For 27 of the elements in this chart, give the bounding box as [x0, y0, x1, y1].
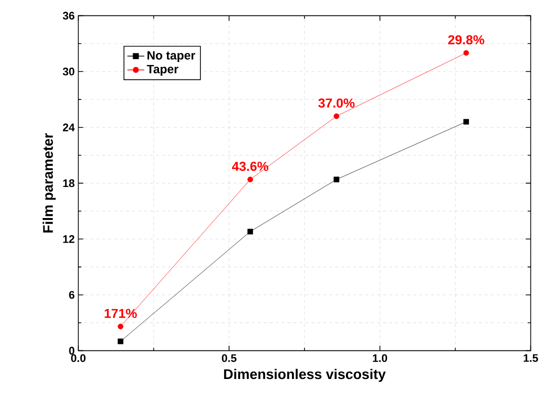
legend-label: Taper — [146, 64, 178, 76]
annotation: 171% — [104, 308, 137, 318]
point — [463, 118, 469, 125]
y-tick-label: 30 — [62, 68, 74, 76]
x-tick-label: 1.0 — [372, 354, 388, 362]
y-tick-label: 0 — [69, 346, 74, 355]
point — [247, 228, 254, 234]
y-axis-title: Film parameter — [42, 133, 56, 232]
x-tick-label: 1.5 — [524, 354, 538, 362]
y-tick-label: 36 — [62, 12, 74, 20]
y-tick-label: 12 — [63, 235, 74, 243]
point — [334, 113, 340, 119]
x-axis-title: Dimensionless viscosity — [224, 368, 386, 382]
point — [463, 50, 469, 56]
annotation: 29.8% — [448, 35, 484, 44]
y-tick-label: 24 — [62, 124, 75, 132]
legend-label: No taper — [148, 51, 196, 62]
y-tick-label: 6 — [69, 290, 74, 299]
y-tick-label: 18 — [63, 179, 74, 188]
point — [334, 176, 340, 182]
annotation: 43.6% — [232, 162, 268, 171]
x-tick-label: 0.0 — [71, 354, 86, 362]
x-tick-label: 0.5 — [222, 354, 236, 362]
annotation: 37.0% — [318, 98, 355, 108]
point — [118, 324, 124, 330]
point — [247, 176, 254, 182]
point — [118, 338, 124, 344]
